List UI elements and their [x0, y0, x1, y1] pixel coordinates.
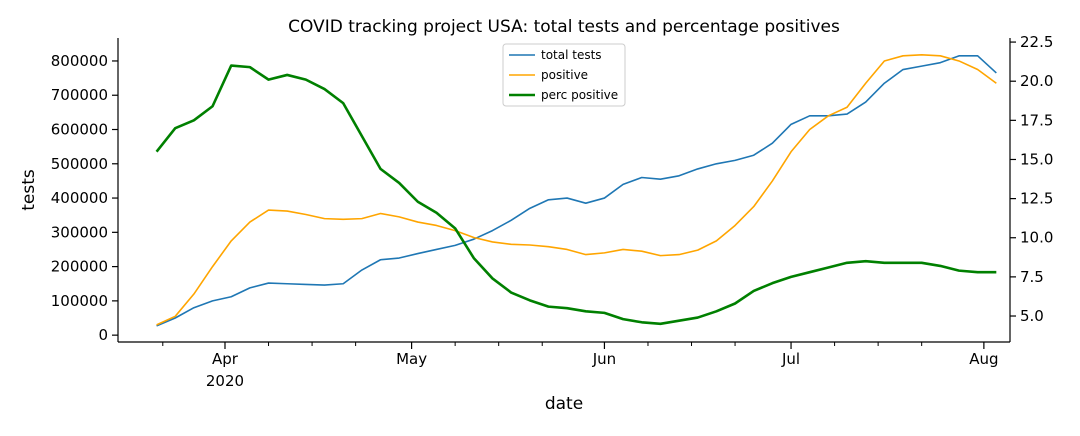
y-tick-label: 0	[98, 326, 108, 344]
y-tick-label: 600000	[51, 121, 108, 139]
y2-tick-label: 22.5	[1020, 33, 1053, 51]
chart-title: COVID tracking project USA: total tests …	[288, 17, 840, 37]
x-tick-label: Jul	[781, 350, 800, 368]
y-axis-label: tests	[19, 169, 39, 211]
y-tick-label: 700000	[51, 86, 108, 104]
legend: total tests positive perc positive	[502, 43, 626, 107]
y-tick-label: 400000	[51, 189, 108, 207]
x-tick-label: May	[396, 350, 427, 368]
y2-tick-label: 5.0	[1020, 307, 1044, 325]
legend-label: perc positive	[541, 88, 618, 102]
legend-label: total tests	[541, 48, 602, 62]
y-tick-label: 200000	[51, 258, 108, 276]
y2-tick-label: 10.0	[1020, 229, 1053, 247]
y2-tick-label: 7.5	[1020, 268, 1044, 286]
series-line	[156, 55, 997, 327]
series-line	[155, 64, 997, 326]
y-tick-label: 800000	[51, 52, 108, 70]
x-tick-label: Apr	[212, 350, 239, 368]
y2-tick-label: 17.5	[1020, 111, 1053, 129]
x-axis-label: date	[545, 394, 583, 414]
series-line	[156, 53, 997, 326]
x-tick-label: Aug	[969, 350, 998, 368]
y-tick-label: 500000	[51, 155, 108, 173]
y2-tick-label: 12.5	[1020, 190, 1053, 208]
y-tick-label: 100000	[51, 292, 108, 310]
x-tick-label: Jun	[592, 350, 616, 368]
y2-tick-label: 15.0	[1020, 150, 1053, 168]
x-year-label: 2020	[206, 372, 244, 390]
legend-box	[502, 43, 626, 107]
legend-label: positive	[541, 68, 588, 82]
y-tick-label: 300000	[51, 223, 108, 241]
y2-tick-label: 20.0	[1020, 72, 1053, 90]
